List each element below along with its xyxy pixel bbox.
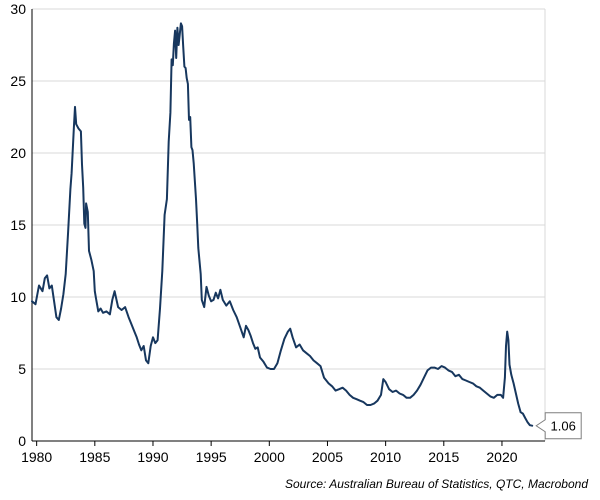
x-tick-label: 2015 [428, 449, 459, 465]
y-tick-labels: 0 5 10 15 20 25 30 [10, 1, 26, 449]
y-tick-label: 15 [10, 217, 26, 233]
y-tick-label: 20 [10, 145, 26, 161]
y-tick-label: 10 [10, 289, 26, 305]
end-value-callout: 1.06 [535, 412, 582, 440]
x-tick-label: 1985 [79, 449, 110, 465]
x-tick-label: 1995 [196, 449, 227, 465]
y-tick-label: 30 [10, 1, 26, 17]
series-line [31, 22, 534, 427]
x-tick-label: 1980 [21, 449, 52, 465]
callout-box [535, 412, 582, 440]
x-tick-label: 2005 [312, 449, 343, 465]
y-tick-label: 5 [18, 361, 26, 377]
x-tick-label: 2000 [254, 449, 285, 465]
y-tick-label: 25 [10, 73, 26, 89]
x-tick-label: 1990 [137, 449, 168, 465]
x-tick-label: 2020 [486, 449, 517, 465]
axes [31, 9, 546, 446]
series-group [31, 22, 534, 427]
source-note: Source: Australian Bureau of Statistics,… [285, 477, 588, 491]
x-tick-label: 2010 [370, 449, 401, 465]
gridlines [32, 8, 545, 370]
y-tick-label: 0 [18, 433, 26, 449]
x-tick-labels: 1980 1985 1990 1995 2000 2005 2010 2015 2020 [21, 449, 518, 465]
callout-value: 1.06 [551, 419, 576, 434]
